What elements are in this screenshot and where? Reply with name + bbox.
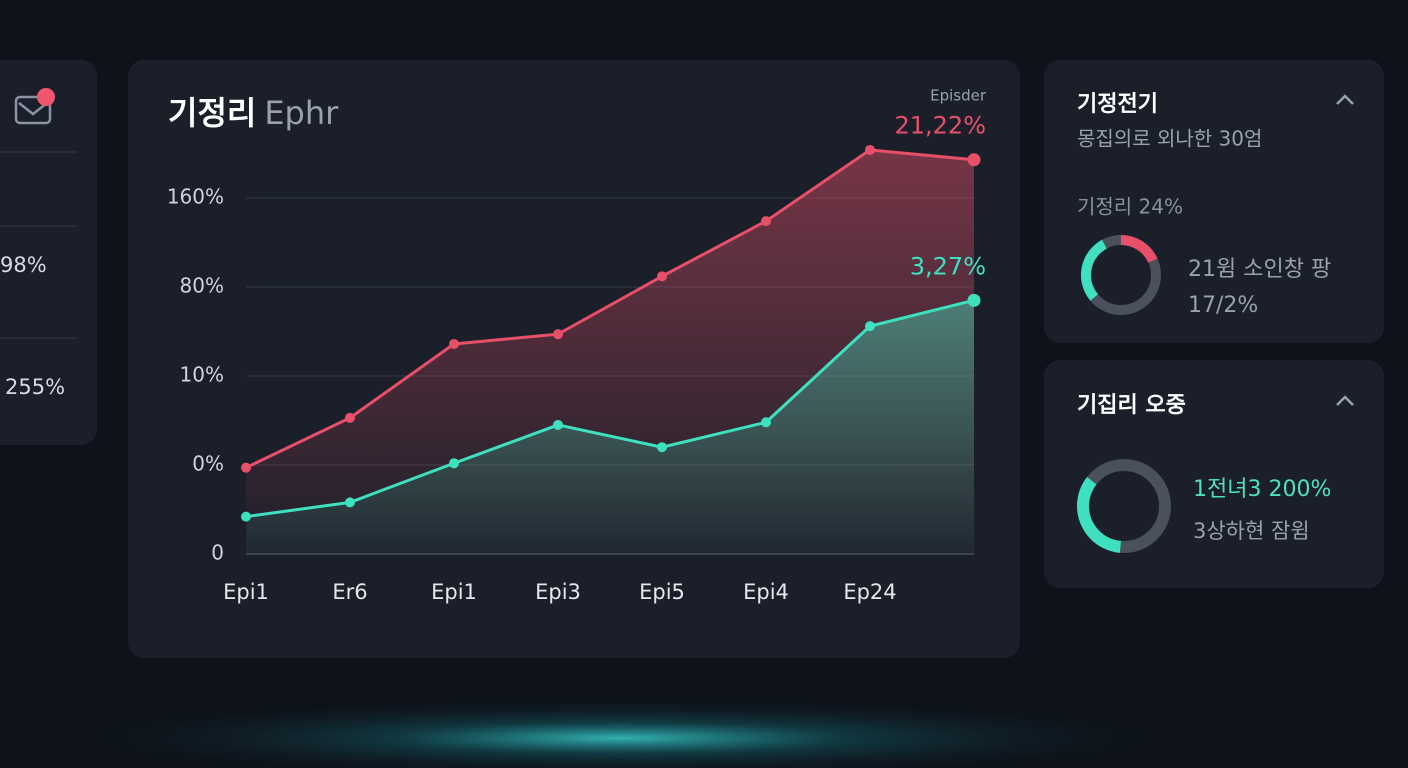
y-tick-label: 0 (211, 541, 224, 565)
point (761, 417, 771, 428)
y-tick-label: 10% (180, 363, 224, 387)
y-tick-label: 160% (167, 185, 224, 209)
point (345, 497, 355, 508)
glow (60, 698, 1180, 768)
stat-card (1044, 360, 1384, 588)
left-row: 255% (5, 375, 65, 399)
point (345, 412, 355, 423)
y-tick-label: 0% (192, 452, 224, 476)
mail-icon[interactable] (14, 95, 52, 125)
card-label: 기정리 24% (1077, 195, 1183, 219)
point (553, 329, 563, 340)
point (449, 338, 459, 349)
left-card (0, 60, 97, 445)
point (449, 458, 459, 469)
point (553, 419, 563, 430)
x-tick-label: Epi3 (535, 580, 581, 604)
donut-segment (1080, 235, 1161, 315)
end-label: 21,22% (894, 112, 986, 140)
point (865, 321, 875, 332)
x-tick-label: Er6 (332, 580, 367, 604)
line (245, 298, 975, 519)
point (241, 462, 251, 473)
chart-note: Episder (930, 87, 987, 105)
collapse-button[interactable] (1336, 94, 1354, 105)
chart-subtitle: Ephr (264, 94, 339, 132)
notification-dot (37, 88, 55, 106)
card-subtitle: 몽집의로 외나한 30엄 (1077, 127, 1262, 151)
point (967, 293, 981, 307)
card-line: 1전녀3 200% (1193, 477, 1331, 502)
chart-heading: 기정리 Ephr (168, 94, 339, 132)
plot: 0 0% 10% 80% 160% Epi1 Er6 Epi1 Epi3 Epi5 Epi4 Ep24… (167, 112, 986, 604)
line (245, 148, 975, 470)
stat-card (1044, 60, 1384, 343)
point (865, 144, 875, 155)
x-tick-label: Ep24 (843, 580, 896, 604)
donut-segment (1081, 235, 1161, 315)
chart-title: 기정리 (168, 94, 256, 132)
mail-icon-flap (18, 102, 48, 116)
left-row: 98% (0, 253, 47, 277)
x-tick-label: Epi5 (639, 580, 685, 604)
x-tick-label: Epi4 (743, 580, 789, 604)
point (241, 511, 251, 522)
card-line: 3상하현 잠윔 (1193, 519, 1310, 543)
end-label: 3,27% (910, 252, 986, 280)
x-tick-label: Epi1 (431, 580, 477, 604)
point (761, 216, 771, 227)
area (246, 300, 974, 554)
point (657, 271, 667, 282)
card-line: 17/2% (1188, 293, 1258, 318)
collapse-button[interactable] (1336, 395, 1354, 406)
x-tick-label: Epi1 (223, 580, 269, 604)
card-title: 기정전기 (1077, 92, 1158, 117)
y-tick-label: 80% (180, 274, 224, 298)
card-title: 기집리 오중 (1077, 393, 1186, 418)
card-line: 21윔 소인창 팡 (1188, 257, 1331, 282)
point (657, 442, 667, 453)
point (967, 153, 981, 167)
